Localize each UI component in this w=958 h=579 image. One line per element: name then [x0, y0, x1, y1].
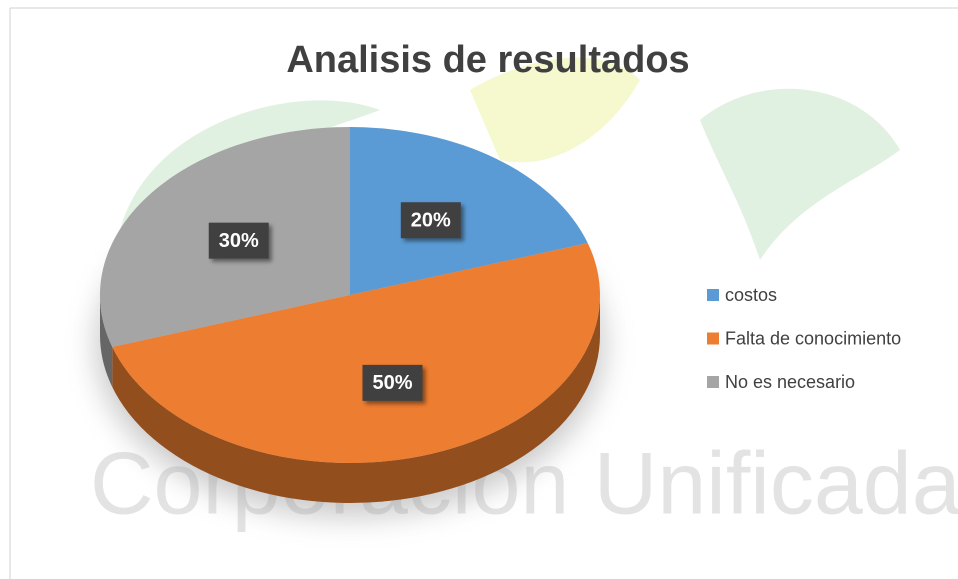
legend-label: No es necesario: [725, 372, 855, 392]
data-label: 20%: [411, 210, 451, 232]
pie-slice-side: [112, 295, 600, 504]
decor-shape: [700, 88, 900, 260]
data-label-box: [208, 222, 269, 259]
legend-label: costos: [725, 285, 777, 305]
pie-slice-side: [100, 295, 113, 387]
data-label: 50%: [372, 372, 412, 394]
pie-slice: [112, 243, 600, 463]
legend-label: Falta de conocimiento: [725, 328, 901, 348]
legend: costos Falta de conocimiento No es necesar…: [707, 285, 901, 392]
legend-swatch: [707, 289, 719, 301]
legend-box: [692, 270, 950, 405]
pie: 20% 50% 30%: [95, 127, 605, 518]
legend-swatch: [707, 332, 719, 345]
data-label-box: [400, 202, 461, 239]
data-label: 30%: [219, 230, 259, 252]
legend-swatch: [707, 376, 719, 388]
chart-title: Analisis de resultados: [286, 39, 689, 81]
decor-shape: [470, 57, 640, 163]
pie-slice: [350, 127, 588, 295]
data-label-box: [362, 364, 423, 401]
